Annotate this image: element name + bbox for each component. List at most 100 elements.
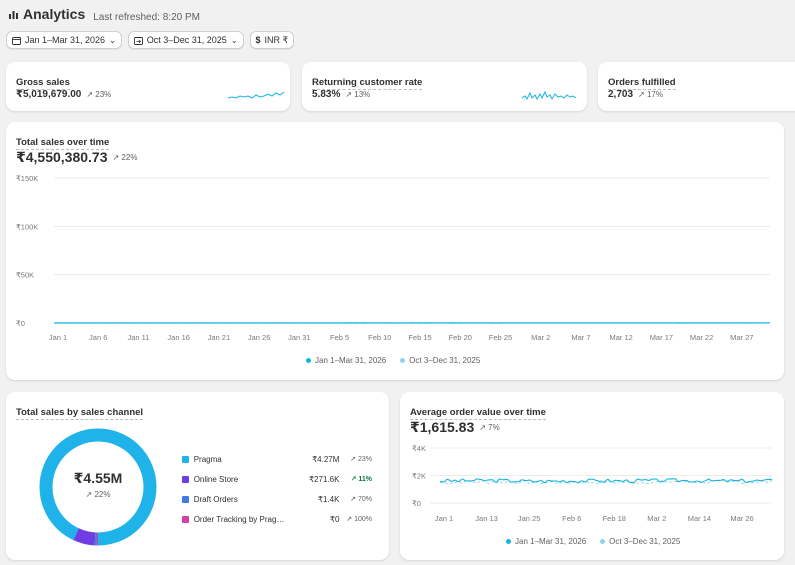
- card-title: Total sales over time: [16, 137, 110, 150]
- kpi-orders-fulfilled[interactable]: Orders fulfilled 2,703 ↗ 17%: [598, 62, 795, 111]
- y-tick-label: ₹100K: [16, 222, 38, 231]
- chevron-down-icon: ⌄: [109, 35, 116, 45]
- aov-card: Average order value over time ₹1,615.83 …: [400, 392, 784, 560]
- x-tick-label: Jan 11: [127, 333, 149, 342]
- channel-row[interactable]: Draft Orders ₹1.4K ↗ 70%: [182, 489, 372, 509]
- legend-item-previous[interactable]: Oct 3–Dec 31, 2025: [400, 356, 480, 365]
- x-tick-label: Feb 18: [603, 514, 626, 523]
- kpi-delta: ↗ 13%: [345, 90, 371, 99]
- legend-item-current[interactable]: Jan 1–Mar 31, 2026: [506, 537, 586, 546]
- y-tick-label: ₹4K: [412, 444, 426, 453]
- x-tick-label: Mar 14: [688, 514, 711, 523]
- chevron-down-icon: ⌄: [230, 35, 238, 45]
- channel-row[interactable]: Pragma ₹4.27M ↗ 23%: [182, 449, 372, 469]
- kpi-sparkline: [228, 91, 284, 99]
- kpi-title: Orders fulfilled: [608, 77, 676, 90]
- kpi-value: 5.83%: [312, 89, 341, 100]
- kpi-delta: ↗ 23%: [86, 90, 112, 99]
- x-tick-label: Feb 10: [368, 333, 391, 342]
- page-title: Analytics: [23, 6, 86, 22]
- channel-name: Online Store: [193, 474, 239, 484]
- currency-filter[interactable]: $ INR ₹: [249, 31, 295, 49]
- calendar-icon: [12, 36, 21, 45]
- chart-legend: Jan 1–Mar 31, 2026 Oct 3–Dec 31, 2025: [306, 356, 480, 365]
- kpi-value: ₹5,019,679.00: [16, 89, 82, 100]
- y-tick-label: ₹150K: [16, 174, 38, 183]
- total-sales-chart: ₹150K ₹100K ₹50K ₹0 Jan 1 Jan 6 Jan 11 Jan 16 Ja…: [16, 174, 770, 342]
- channel-value: ₹271.6K: [308, 474, 340, 484]
- channel-row[interactable]: Order Tracking by Prag… ₹0 ↗ 100%: [182, 509, 372, 529]
- x-tick-label: Jan 26: [248, 333, 271, 342]
- channel-name: Order Tracking by Prag…: [193, 514, 285, 524]
- donut-delta: ↗ 22%: [85, 490, 111, 499]
- currency-icon: $: [255, 35, 261, 45]
- x-tick-label: Jan 1: [49, 333, 67, 342]
- x-tick-label: Jan 25: [518, 514, 541, 523]
- channel-value: ₹4.27M: [312, 454, 340, 464]
- x-tick-label: Feb 5: [330, 333, 349, 342]
- x-tick-label: Feb 25: [489, 333, 512, 342]
- channel-name: Pragma: [193, 454, 222, 464]
- x-tick-label: Jan 6: [89, 333, 107, 342]
- aov-chart: ₹4K ₹2K ₹0 Jan 1 Jan 13 Jan 25 Feb 6 Feb 18 Mar …: [412, 444, 773, 523]
- x-tick-label: Mar 22: [690, 333, 713, 342]
- x-tick-label: Feb 20: [449, 333, 472, 342]
- x-tick-label: Mar 12: [609, 333, 632, 342]
- donut-slice[interactable]: [39, 428, 157, 546]
- channel-delta: ↗ 70%: [350, 496, 372, 503]
- x-tick-label: Mar 27: [730, 333, 753, 342]
- aov-value: ₹1,615.83: [410, 419, 475, 435]
- x-tick-label: Jan 1: [435, 514, 453, 523]
- y-tick-label: ₹0: [16, 319, 25, 328]
- kpi-delta: ↗ 17%: [638, 90, 663, 99]
- series-line-current: [439, 478, 773, 484]
- x-tick-label: Feb 15: [408, 333, 431, 342]
- card-title: Average order value over time: [410, 407, 546, 420]
- sales-channel-card: Total sales by sales channel ₹4.55M ↗ 22…: [6, 392, 389, 560]
- total-sales-delta: ↗ 22%: [112, 153, 138, 162]
- x-tick-label: Mar 2: [531, 333, 550, 342]
- channel-delta: ↗ 11%: [350, 476, 372, 483]
- bar-chart-icon: [9, 10, 18, 19]
- chart-legend: Jan 1–Mar 31, 2026 Oct 3–Dec 31, 2025: [506, 537, 680, 546]
- x-tick-label: Mar 7: [571, 333, 590, 342]
- kpi-gross-sales[interactable]: Gross sales ₹5,019,679.00 ↗ 23%: [6, 62, 290, 111]
- kpi-sparkline: [522, 90, 576, 101]
- y-tick-label: ₹2K: [412, 472, 426, 481]
- sales-channel-donut: [39, 428, 157, 546]
- channel-delta: ↗ 100%: [346, 516, 372, 523]
- kpi-title: Gross sales: [16, 77, 70, 90]
- card-title: Total sales by sales channel: [16, 407, 144, 420]
- x-tick-label: Mar 26: [730, 514, 753, 523]
- legend-item-current[interactable]: Jan 1–Mar 31, 2026: [306, 356, 386, 365]
- x-tick-label: Mar 17: [650, 333, 673, 342]
- x-tick-label: Jan 13: [475, 514, 498, 523]
- y-tick-label: ₹50K: [16, 271, 34, 280]
- kpi-title: Returning customer rate: [312, 77, 423, 90]
- channel-name: Draft Orders: [193, 494, 238, 504]
- channel-delta: ↗ 23%: [350, 456, 372, 463]
- page-header: Analytics Last refreshed: 8:20 PM: [8, 6, 200, 23]
- channel-row[interactable]: Online Store ₹271.6K ↗ 11%: [182, 469, 372, 489]
- kpi-returning-rate[interactable]: Returning customer rate 5.83% ↗ 13%: [302, 62, 587, 111]
- aov-delta: ↗ 7%: [479, 423, 500, 432]
- last-refreshed: Last refreshed: 8:20 PM: [93, 11, 200, 23]
- date-range-filter[interactable]: Jan 1–Mar 31, 2026 ⌄: [6, 31, 122, 49]
- channel-value: ₹1.4K: [317, 494, 340, 504]
- calendar-compare-icon: [133, 36, 143, 45]
- total-sales-value: ₹4,550,380.73: [16, 149, 108, 165]
- channel-swatch: [182, 475, 189, 483]
- x-tick-label: Jan 21: [208, 333, 231, 342]
- channel-swatch: [182, 495, 189, 503]
- compare-range-filter[interactable]: Oct 3–Dec 31, 2025 ⌄: [127, 31, 244, 49]
- x-tick-label: Jan 31: [288, 333, 311, 342]
- y-tick-label: ₹0: [412, 499, 421, 508]
- x-tick-label: Feb 6: [562, 514, 581, 523]
- x-tick-label: Jan 16: [167, 333, 190, 342]
- kpi-value: 2,703: [608, 89, 634, 100]
- filter-bar: Jan 1–Mar 31, 2026 ⌄ Oct 3–Dec 31, 2025 …: [6, 31, 295, 49]
- total-sales-card: Total sales over time ₹4,550,380.73 ↗ 22…: [6, 122, 784, 380]
- channel-swatch: [182, 515, 189, 523]
- legend-item-previous[interactable]: Oct 3–Dec 31, 2025: [600, 537, 680, 546]
- donut-total: ₹4.55M: [73, 470, 123, 486]
